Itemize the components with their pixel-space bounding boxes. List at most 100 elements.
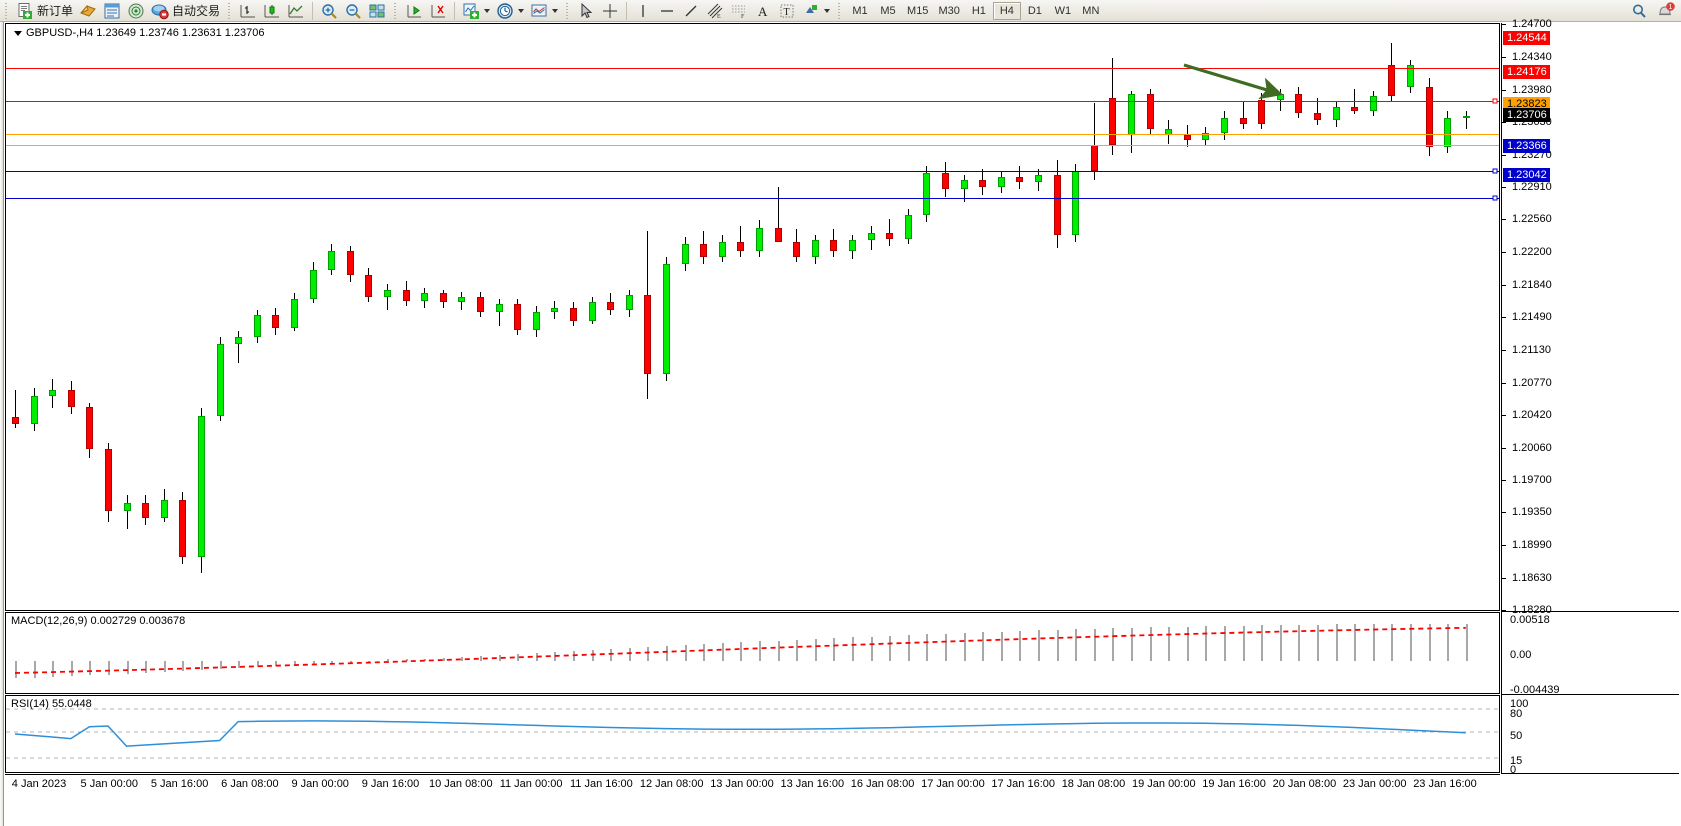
- new-order-button[interactable]: 新订单: [13, 1, 76, 21]
- horizontal-line-button[interactable]: [655, 1, 679, 21]
- time-axis: 4 Jan 2023 5 Jan 00:00 5 Jan 16:00 6 Jan 08…: [5, 774, 1500, 794]
- macd-histogram-bar: [889, 635, 892, 661]
- time-tick-label-12: 16 Jan 08:00: [850, 778, 915, 790]
- price-tick-mark: [1502, 252, 1506, 254]
- macd-histogram-bar: [1168, 627, 1171, 661]
- toolbar-grip-4[interactable]: [564, 2, 572, 19]
- indicators-caret-icon[interactable]: [484, 8, 491, 13]
- market-watch-button[interactable]: [100, 1, 124, 21]
- level-line-last-price[interactable]: [6, 145, 1499, 146]
- shapes-caret-icon[interactable]: [824, 8, 831, 13]
- toolbar-grip-3[interactable]: [392, 2, 400, 19]
- macd-histogram-bar: [1186, 626, 1189, 661]
- level-line-support-2[interactable]: [6, 198, 1499, 199]
- chart-menu-caret-icon[interactable]: [14, 30, 22, 36]
- price-chart-pane[interactable]: GBPUSD-,H4 1.23649 1.23746 1.23631 1.237…: [5, 23, 1500, 611]
- candle-body: [1314, 112, 1321, 120]
- toolbar-grip-5[interactable]: [836, 2, 844, 19]
- price-tick-label-14: 1.19700: [1512, 474, 1552, 487]
- price-scale[interactable]: 1.247001.243401.239801.236301.232701.229…: [1501, 18, 1679, 776]
- tile-windows-button[interactable]: [365, 1, 389, 21]
- time-tick-label-3: 6 Jan 08:00: [221, 778, 279, 790]
- price-tick-mark: [1502, 317, 1506, 318]
- expert-advisors-button[interactable]: [76, 1, 100, 21]
- zoom-in-button[interactable]: [317, 1, 341, 21]
- periods-button[interactable]: [493, 1, 527, 21]
- price-tick-mark: [1502, 24, 1506, 25]
- macd-histogram-bar: [1056, 629, 1059, 661]
- shapes-button[interactable]: [799, 1, 833, 21]
- level-line-resistance-2[interactable]: [6, 101, 1499, 102]
- price-tick-mark: [1502, 414, 1506, 416]
- rsi-indicator-pane[interactable]: RSI(14) 55.0448: [5, 695, 1500, 773]
- timeframe-m1[interactable]: M1: [852, 4, 868, 17]
- candle-body: [1053, 174, 1061, 235]
- templates-button[interactable]: [527, 1, 561, 21]
- candle-body: [67, 390, 75, 407]
- crosshair-button[interactable]: [598, 1, 622, 21]
- timeframe-m30[interactable]: M30: [938, 4, 960, 17]
- templates-caret-icon[interactable]: [552, 8, 559, 13]
- timeframe-h1[interactable]: H1: [971, 4, 986, 17]
- equidistant-channel-button[interactable]: E: [703, 1, 727, 21]
- text-label-button[interactable]: T: [775, 1, 799, 21]
- trend-arrow-annotation[interactable]: [1181, 62, 1291, 107]
- fibonacci-retracement-button[interactable]: F: [727, 1, 751, 21]
- cursor-button[interactable]: [574, 1, 598, 21]
- macd-histogram-bar: [777, 640, 780, 661]
- macd-tick-max: 0.00518: [1510, 614, 1550, 626]
- macd-indicator-pane[interactable]: MACD(12,26,9) 0.002729 0.003678: [5, 612, 1500, 694]
- price-tag-resistance-1[interactable]: 1.24176: [1503, 64, 1550, 79]
- text-icon: A: [754, 2, 772, 20]
- bar-chart-button[interactable]: [236, 1, 260, 21]
- text-button[interactable]: A: [751, 1, 775, 21]
- timeframe-d1[interactable]: D1: [1027, 4, 1042, 17]
- candle-wick: [238, 330, 240, 363]
- periods-caret-icon[interactable]: [518, 8, 525, 13]
- candle-body: [1407, 65, 1414, 88]
- chart-shift-button[interactable]: [402, 1, 426, 21]
- timeframe-m15[interactable]: M15: [907, 4, 929, 17]
- auto-trading-icon: [151, 2, 169, 20]
- level-handle-support-2[interactable]: [1492, 195, 1498, 201]
- macd-histogram-bar: [405, 659, 408, 661]
- price-tag-support-5[interactable]: 1.23042: [1503, 168, 1550, 183]
- toolbar-grip-2[interactable]: [226, 2, 234, 19]
- level-handle-support-1[interactable]: [1492, 168, 1498, 174]
- timeframe-h4[interactable]: H4: [992, 1, 1021, 20]
- toolbar-grip[interactable]: [3, 2, 10, 19]
- line-chart-button[interactable]: [284, 1, 308, 21]
- price-tick-label-1: 1.24340: [1512, 50, 1552, 63]
- search-button[interactable]: [1627, 1, 1651, 21]
- auto-trading-button[interactable]: 自动交易: [148, 1, 223, 21]
- macd-histogram-bar: [1131, 627, 1133, 661]
- level-line-support-1[interactable]: [6, 171, 1499, 172]
- macd-histogram-bar: [1428, 623, 1431, 661]
- notifications-button[interactable]: 1: [1653, 1, 1677, 21]
- macd-histogram-bar: [907, 635, 910, 661]
- level-line-pivot[interactable]: [6, 134, 1499, 135]
- navigator-button[interactable]: [124, 1, 148, 21]
- price-tag-last-price-3[interactable]: 1.23706: [1503, 107, 1550, 122]
- vertical-line-button[interactable]: [631, 1, 655, 21]
- timeframe-mn[interactable]: MN: [1082, 4, 1100, 17]
- price-tick-mark: [1502, 610, 1506, 611]
- candle-body: [160, 499, 168, 518]
- macd-histogram-bar: [331, 661, 334, 664]
- bell-icon: 1: [1656, 1, 1675, 20]
- zoom-out-button[interactable]: [341, 1, 365, 21]
- price-tag-resistance-0[interactable]: 1.24544: [1503, 31, 1550, 46]
- price-tag-support-4[interactable]: 1.23366: [1503, 138, 1550, 153]
- indicators-button[interactable]: [459, 1, 493, 21]
- candlestick-chart-button[interactable]: [260, 1, 284, 21]
- price-tag-pivot-2[interactable]: 1.23823: [1503, 97, 1550, 112]
- level-line-resistance-1[interactable]: [6, 68, 1499, 69]
- level-handle-resistance-2[interactable]: [1492, 98, 1498, 104]
- auto-scroll-button[interactable]: [426, 1, 450, 21]
- chart-symbol-header[interactable]: GBPUSD-,H4 1.23649 1.23746 1.23631 1.237…: [14, 27, 265, 39]
- trendline-button[interactable]: [679, 1, 703, 21]
- macd-tick-zero: 0.00: [1510, 649, 1532, 661]
- timeframe-m5[interactable]: M5: [880, 4, 896, 17]
- timeframe-w1[interactable]: W1: [1054, 4, 1072, 17]
- candle-body: [737, 242, 745, 252]
